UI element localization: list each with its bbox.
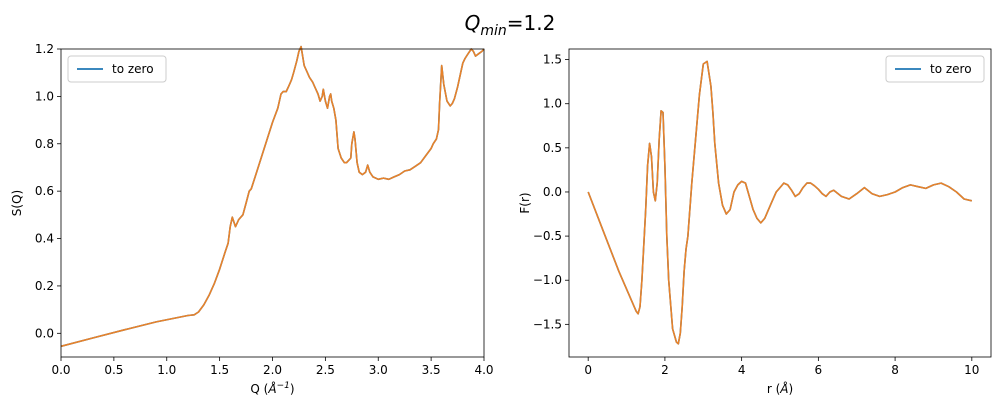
title-base: Q — [465, 11, 481, 35]
fr-y-tick-label: −1.5 — [533, 317, 562, 331]
fr-y-tick-label: 0.5 — [543, 141, 562, 155]
sq-x-tick-label: 0.0 — [51, 363, 70, 377]
sq-x-tick-label: 2.0 — [263, 363, 282, 377]
fr-x-tick-label: 0 — [584, 363, 592, 377]
sq-x-tick-label: 2.5 — [316, 363, 335, 377]
sq-y-tick-label: 0.0 — [35, 326, 54, 340]
sq-y-tick-label: 0.8 — [35, 137, 54, 151]
fr-plot: 0 2 4 6 8 10 −1.5 −1.0 −0.5 0.0 0.5 1.0 1.5 r (Å) F(r)… — [518, 48, 992, 396]
fr-legend-box — [885, 55, 985, 83]
sq-y-tick-label: 0.2 — [35, 279, 54, 293]
sq-x-tick-label: 3.5 — [422, 363, 441, 377]
fr-y-tick-label: 0.0 — [543, 185, 562, 199]
sq-legend-box — [67, 55, 167, 83]
fr-y-axis-label: F(r) — [518, 192, 532, 213]
sq-x-tick-label: 1.0 — [157, 363, 176, 377]
fr-series-overlay-line — [587, 60, 972, 345]
sq-series-overlay-line — [60, 45, 485, 348]
fr-y-tick-label: 1.5 — [543, 53, 562, 67]
fr-y-tick-label: −0.5 — [533, 229, 562, 243]
fr-axes-frame — [568, 48, 992, 358]
fr-x-tick-label: 6 — [815, 363, 823, 377]
fr-y-tick-label: 1.0 — [543, 97, 562, 111]
sq-y-axis-label: S(Q) — [10, 190, 24, 216]
sq-x-axis-label: Q (Å−1) — [250, 381, 294, 396]
fr-x-axis-label: r (Å) — [767, 381, 793, 396]
fr-x-tick-label: 8 — [891, 363, 899, 377]
sq-y-tick-label: 1.2 — [35, 42, 54, 56]
sq-legend: to zero — [67, 55, 167, 83]
title-subscript: min — [480, 23, 506, 39]
fr-y-tick-label: −1.0 — [533, 273, 562, 287]
sq-x-tick-label: 4.0 — [474, 363, 493, 377]
sq-plot: 0.0 0.5 1.0 1.5 2.0 2.5 3.0 3.5 4.0 0.0 0.2 0.4 0.6 0… — [10, 42, 494, 396]
fr-legend-label: to zero — [930, 62, 972, 76]
fr-legend: to zero — [885, 55, 985, 83]
sq-y-tick-label: 0.6 — [35, 184, 54, 198]
sq-x-tick-label: 3.0 — [369, 363, 388, 377]
title-suffix: =1.2 — [507, 11, 556, 35]
sq-x-tick-label: 0.5 — [104, 363, 123, 377]
sq-axes-frame — [60, 48, 485, 358]
sq-legend-label: to zero — [112, 62, 154, 76]
figure-title: Qmin=1.2 — [465, 11, 556, 39]
sq-y-tick-label: 1.0 — [35, 89, 54, 103]
sq-x-tick-label: 1.5 — [210, 363, 229, 377]
fr-x-tick-label: 2 — [661, 363, 669, 377]
fr-x-tick-label: 10 — [964, 363, 979, 377]
sq-y-tick-label: 0.4 — [35, 232, 54, 246]
sq-series-line — [60, 45, 485, 348]
fr-x-tick-label: 4 — [738, 363, 746, 377]
